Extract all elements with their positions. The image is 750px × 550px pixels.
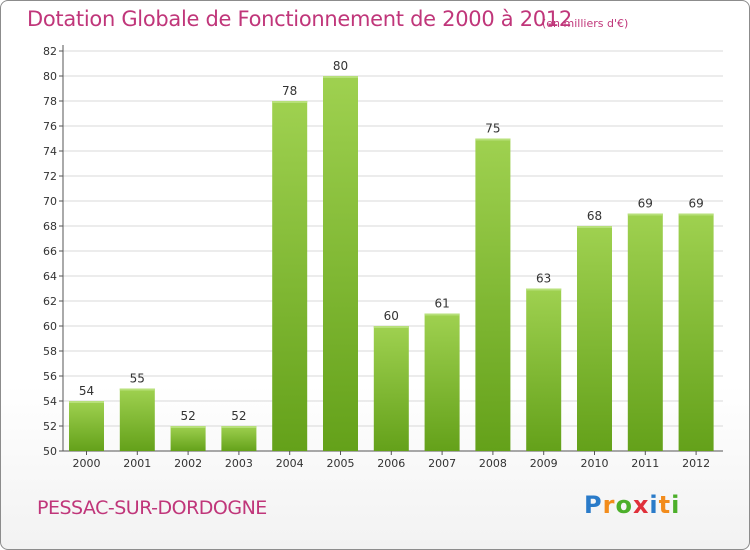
x-tick-label: 2007 — [428, 457, 456, 470]
bar-highlight — [627, 213, 663, 216]
value-label: 54 — [79, 384, 94, 398]
bar-highlight — [221, 426, 257, 428]
bar — [69, 401, 104, 451]
bar-highlight — [577, 226, 612, 228]
bar — [475, 138, 511, 451]
y-tick-label: 56 — [43, 370, 57, 383]
y-tick-label: 52 — [43, 420, 57, 433]
x-tick-label: 2010 — [581, 457, 609, 470]
bar — [170, 426, 206, 451]
y-tick-label: 70 — [43, 195, 57, 208]
bar — [272, 101, 308, 451]
bar — [526, 288, 562, 451]
bars — [69, 76, 714, 451]
bar-highlight — [424, 313, 460, 316]
x-tick-label: 2006 — [377, 457, 405, 470]
bar — [323, 76, 358, 451]
y-tick-label: 50 — [43, 445, 57, 458]
x-tick-label: 2002 — [174, 457, 202, 470]
bar-highlight — [373, 326, 409, 328]
bar-highlight — [475, 138, 511, 141]
bar — [373, 326, 409, 451]
bar — [627, 213, 663, 451]
x-tick-label: 2003 — [225, 457, 253, 470]
y-tick-label: 62 — [43, 295, 57, 308]
y-tick-label: 78 — [43, 95, 57, 108]
logo-letter: i — [671, 491, 681, 519]
bar-highlight — [170, 426, 206, 428]
x-tick-label: 2004 — [276, 457, 304, 470]
x-tick-label: 2008 — [479, 457, 507, 470]
bar-highlight — [69, 401, 104, 403]
bar — [678, 213, 714, 451]
value-label: 63 — [536, 272, 551, 286]
value-label: 68 — [587, 209, 602, 223]
value-label: 61 — [434, 297, 449, 311]
chart-title: Dotation Globale de Fonctionnement de 20… — [27, 7, 572, 31]
y-tick-label: 72 — [43, 170, 57, 183]
chart-subtitle: (en milliers d'€) — [542, 17, 629, 30]
x-tick-label: 2001 — [123, 457, 151, 470]
labels: 50 52 54 56 58 60 62 64 66 68 70 72 74 76 78 80 82 54 2000… — [43, 45, 710, 470]
value-label: 75 — [485, 122, 500, 136]
logo-letter: r — [602, 491, 616, 519]
bar — [119, 388, 155, 451]
logo-letter: P — [584, 491, 603, 519]
bar-highlight — [323, 76, 358, 78]
y-tick-label: 68 — [43, 220, 57, 233]
logo-letter: i — [649, 491, 659, 519]
x-tick-label: 2011 — [631, 457, 659, 470]
value-label: 80 — [333, 59, 348, 73]
proxiti-logo: Proxiti — [584, 491, 680, 519]
bar — [221, 426, 257, 451]
y-tick-label: 82 — [43, 45, 57, 58]
bar-highlight — [119, 388, 155, 391]
value-label: 69 — [688, 197, 703, 211]
bar-highlight — [272, 101, 308, 103]
value-label: 78 — [282, 84, 297, 98]
bar-highlight — [526, 288, 562, 291]
y-tick-label: 74 — [43, 145, 57, 158]
y-tick-label: 66 — [43, 245, 57, 258]
y-tick-label: 58 — [43, 345, 57, 358]
value-label: 52 — [231, 409, 246, 423]
bar — [424, 313, 460, 451]
x-tick-label: 2005 — [327, 457, 355, 470]
bar — [577, 226, 612, 451]
bar-highlight — [678, 213, 714, 216]
value-label: 55 — [130, 372, 145, 386]
y-tick-label: 54 — [43, 395, 57, 408]
logo-letter: o — [615, 491, 633, 519]
commune-name: PESSAC-SUR-DORDOGNE — [37, 497, 267, 519]
value-label: 60 — [384, 309, 399, 323]
x-tick-label: 2000 — [73, 457, 101, 470]
y-tick-label: 80 — [43, 70, 57, 83]
y-tick-label: 60 — [43, 320, 57, 333]
logo-letter: t — [658, 491, 672, 519]
x-tick-label: 2009 — [530, 457, 558, 470]
value-label: 69 — [638, 197, 653, 211]
value-label: 52 — [180, 409, 195, 423]
x-tick-label: 2012 — [682, 457, 710, 470]
logo-letter: x — [632, 491, 650, 519]
y-tick-label: 76 — [43, 120, 57, 133]
y-tick-label: 64 — [43, 270, 57, 283]
